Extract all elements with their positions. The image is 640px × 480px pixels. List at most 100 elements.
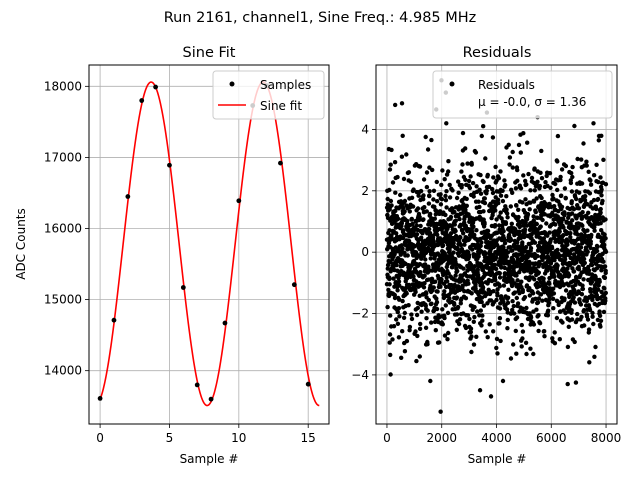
residual-point: [598, 318, 604, 323]
residual-point: [571, 207, 577, 212]
residual-point: [470, 229, 475, 234]
residual-point: [407, 324, 413, 330]
residual-point: [397, 273, 402, 278]
residual-point: [498, 210, 503, 215]
residual-point: [538, 224, 543, 229]
residual-point: [553, 181, 558, 187]
residual-point: [440, 307, 445, 312]
residual-point: [571, 295, 576, 300]
residual-point: [414, 312, 420, 318]
residual-point: [401, 228, 406, 233]
residual-point: [451, 250, 456, 255]
residual-point: [426, 201, 432, 206]
residual-point: [554, 315, 560, 321]
residual-point: [411, 274, 416, 279]
residuals-axes-frame: [375, 64, 618, 425]
residual-point: [494, 217, 499, 222]
residual-point: [568, 231, 573, 236]
residual-point: [555, 214, 560, 219]
residual-point: [422, 273, 427, 278]
residual-point: [491, 289, 496, 294]
residual-point: [581, 277, 586, 282]
residual-point: [581, 308, 587, 313]
residual-point: [552, 330, 557, 335]
residual-point: [443, 193, 448, 199]
residual-point: [419, 235, 424, 240]
residual-point: [538, 170, 543, 175]
residual-point: [415, 206, 421, 211]
residual-point: [498, 338, 503, 344]
residual-point: [573, 282, 578, 287]
sample-point: [97, 396, 103, 401]
residual-point: [498, 193, 504, 198]
residual-point: [422, 281, 427, 286]
residual-point: [579, 292, 585, 297]
residual-point: [523, 178, 528, 184]
residual-point: [470, 220, 476, 225]
residual-point: [502, 178, 507, 183]
residual-point: [495, 293, 500, 298]
residual-point: [524, 223, 530, 228]
residual-point: [531, 351, 536, 357]
residual-point: [430, 167, 435, 173]
residual-point: [506, 142, 511, 147]
residual-point: [509, 221, 514, 226]
residual-point: [578, 302, 584, 307]
residual-point: [576, 206, 582, 211]
residual-point: [529, 175, 535, 181]
residual-point: [566, 215, 571, 220]
residual-point: [481, 303, 487, 308]
residual-point: [589, 279, 595, 285]
residual-point: [596, 179, 601, 185]
residual-point: [463, 207, 468, 212]
residual-point: [493, 277, 498, 283]
residual-point: [505, 250, 511, 255]
residual-point: [406, 170, 412, 175]
sample-point: [305, 381, 311, 387]
residual-point: [518, 223, 523, 229]
legend-sine-fit-label: Sine fit: [260, 99, 302, 113]
residual-point: [454, 327, 459, 332]
sine-fit-x-label: Sample #: [180, 452, 239, 466]
residual-point: [484, 188, 489, 193]
residual-point: [392, 160, 398, 165]
residual-point: [562, 186, 568, 191]
y-tick-label: 14000: [44, 364, 82, 378]
residual-point: [424, 209, 429, 214]
residual-point: [400, 133, 405, 138]
residual-point: [402, 209, 407, 214]
residual-point: [525, 212, 531, 217]
residual-point: [444, 189, 449, 194]
residual-point: [395, 288, 400, 293]
residual-point: [485, 228, 491, 234]
residual-point: [504, 254, 509, 259]
residual-point: [431, 188, 437, 193]
residual-point: [478, 172, 483, 178]
y-tick-label: 16000: [44, 222, 82, 236]
residual-point: [569, 189, 575, 194]
residual-point: [519, 344, 524, 349]
residual-point: [474, 334, 479, 339]
residual-point: [586, 264, 591, 270]
residual-point: [397, 283, 402, 288]
residuals-x-label: Sample #: [468, 452, 527, 466]
residual-point: [507, 268, 513, 274]
residual-point: [493, 164, 498, 170]
residual-point: [531, 199, 537, 204]
residual-point: [541, 236, 547, 241]
residual-point: [552, 204, 557, 209]
residual-point: [559, 193, 564, 198]
residual-point: [463, 296, 469, 301]
residual-point: [435, 232, 440, 237]
residual-point: [396, 335, 402, 340]
residuals-plot-area: [384, 78, 609, 414]
residual-point: [401, 315, 407, 320]
residual-point: [487, 322, 492, 327]
residual-point: [569, 199, 574, 204]
residual-point: [536, 313, 541, 318]
residual-point: [387, 332, 393, 337]
residual-point: [589, 262, 595, 268]
residual-point: [560, 243, 565, 249]
residual-point: [515, 178, 520, 183]
residual-point: [500, 223, 505, 228]
